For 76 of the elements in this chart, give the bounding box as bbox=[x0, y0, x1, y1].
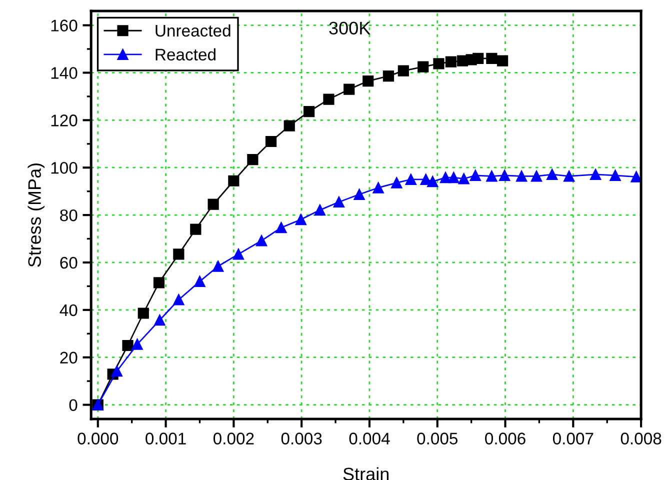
point bbox=[276, 222, 287, 234]
point bbox=[194, 276, 206, 288]
point bbox=[303, 106, 315, 118]
point bbox=[458, 173, 470, 184]
point bbox=[448, 172, 460, 184]
point bbox=[382, 70, 394, 82]
point bbox=[344, 84, 355, 95]
point bbox=[256, 235, 268, 246]
point bbox=[173, 248, 184, 260]
point bbox=[212, 260, 224, 272]
x-axis-title: Strain bbox=[343, 467, 388, 480]
y-tick-label: 120 bbox=[51, 114, 78, 126]
point bbox=[391, 177, 402, 188]
point bbox=[530, 170, 542, 182]
point bbox=[564, 170, 575, 182]
x-tick-label: 0.004 bbox=[349, 432, 390, 444]
point bbox=[265, 136, 277, 148]
point bbox=[499, 170, 510, 181]
y-tick-label: 40 bbox=[60, 304, 78, 316]
point bbox=[405, 174, 416, 186]
y-tick-label: 0 bbox=[69, 399, 78, 412]
x-tick-label: 0.007 bbox=[552, 432, 594, 444]
point bbox=[314, 204, 326, 216]
x-tick-label: 0.001 bbox=[146, 432, 186, 444]
point bbox=[372, 182, 384, 194]
point bbox=[232, 248, 244, 260]
x-tick-label: 0.006 bbox=[485, 432, 526, 444]
point bbox=[630, 171, 642, 182]
point bbox=[546, 168, 558, 180]
point bbox=[516, 170, 528, 182]
annotation: 300K bbox=[329, 22, 370, 34]
point bbox=[173, 294, 184, 306]
point bbox=[610, 170, 621, 181]
y-tick-label: 60 bbox=[60, 256, 78, 269]
y-tick-label: 20 bbox=[60, 352, 78, 364]
y-axis-title: Stress (MPa) bbox=[28, 163, 45, 267]
point bbox=[427, 176, 438, 188]
point bbox=[323, 94, 334, 105]
point bbox=[418, 61, 429, 72]
point bbox=[420, 174, 432, 186]
y-tick-label: 160 bbox=[51, 20, 78, 32]
point bbox=[590, 168, 602, 180]
point bbox=[122, 340, 134, 352]
point bbox=[362, 75, 374, 87]
point bbox=[284, 120, 295, 132]
legend-label: Reacted bbox=[156, 48, 216, 60]
point bbox=[132, 338, 143, 350]
legend-label: Unreacted bbox=[156, 24, 230, 37]
x-tick-label: 0.008 bbox=[620, 432, 662, 444]
point bbox=[295, 214, 306, 226]
point bbox=[354, 188, 365, 200]
point bbox=[486, 170, 498, 182]
point bbox=[333, 196, 344, 208]
y-tick-label: 100 bbox=[51, 162, 78, 174]
x-tick-label: 0.000 bbox=[78, 432, 118, 444]
x-tick-label: 0.003 bbox=[281, 432, 322, 444]
point bbox=[228, 175, 240, 186]
point bbox=[247, 154, 258, 166]
point bbox=[486, 52, 498, 64]
point bbox=[208, 198, 219, 210]
point bbox=[496, 55, 508, 66]
point bbox=[472, 52, 484, 64]
point bbox=[433, 58, 444, 70]
point bbox=[154, 314, 166, 326]
point bbox=[445, 56, 457, 68]
point bbox=[398, 65, 409, 76]
point bbox=[111, 366, 122, 377]
x-tick-label: 0.005 bbox=[417, 432, 458, 444]
point bbox=[440, 172, 452, 184]
x-tick-label: 0.002 bbox=[213, 432, 254, 444]
point bbox=[138, 308, 149, 319]
point bbox=[153, 277, 165, 288]
y-tick-label: 140 bbox=[51, 67, 78, 79]
y-tick-label: 80 bbox=[60, 209, 78, 222]
point bbox=[190, 224, 202, 235]
point bbox=[470, 170, 481, 181]
